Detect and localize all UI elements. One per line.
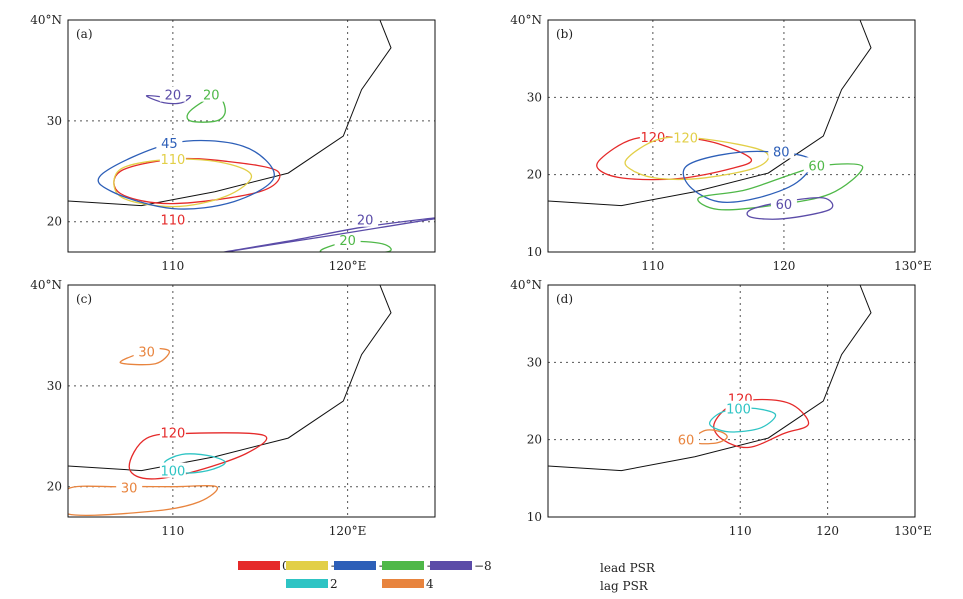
contour-label: 110 <box>160 153 185 168</box>
contour-label: 120 <box>160 426 185 441</box>
contour-label: 100 <box>160 465 185 480</box>
map-panel-2: 110 120 130°E 10 20 30 40°N 120 120 80 60 60 (b) <box>510 13 932 273</box>
contour-label: 60 <box>678 434 695 449</box>
contour-label-bg <box>672 129 699 145</box>
legend-swatch-lag0 <box>238 561 280 570</box>
contour-label: 20 <box>357 214 374 229</box>
contour-label: 20 <box>165 89 182 104</box>
contour-label-bg <box>159 86 186 102</box>
coastline <box>68 20 392 207</box>
x-tick-label: 130°E <box>894 524 932 538</box>
contour-label: 20 <box>339 234 356 249</box>
contour-label-bg <box>334 231 361 247</box>
contour-label: 80 <box>773 145 790 160</box>
contour-label: 20 <box>203 89 220 104</box>
map-panel-3: 110 120°E 20 30 40°N 120 100 30 30 (c) <box>30 278 436 538</box>
x-tick-label: 120°E <box>329 259 367 273</box>
contour-lag0-1 <box>128 432 268 480</box>
legend-label: 0 <box>282 559 290 573</box>
contour-label: 60 <box>808 159 825 174</box>
y-tick-label: 20 <box>527 433 542 447</box>
y-tick-label: 20 <box>527 168 542 182</box>
panel-frame <box>67 284 436 518</box>
contour-label-bg <box>159 211 186 227</box>
y-tick-label: 40°N <box>510 278 542 292</box>
contour-lag2-2 <box>709 407 777 433</box>
legend-label: 2 <box>330 577 338 591</box>
y-tick-label: 40°N <box>510 13 542 27</box>
contour-label: 120 <box>673 132 698 147</box>
y-tick-label: 30 <box>527 90 542 104</box>
legend-swatch-lag-6 <box>382 561 424 570</box>
contour-label-bg <box>803 157 830 173</box>
contour-label: 45 <box>161 137 178 152</box>
contour-label: 120 <box>640 131 665 146</box>
x-tick-label: 120°E <box>329 524 367 538</box>
contour-lag-2-2 <box>624 136 770 180</box>
y-tick-label: 20 <box>47 480 62 494</box>
y-tick-label: 30 <box>47 114 62 128</box>
contour-label-bg <box>156 135 183 151</box>
y-tick-label: 40°N <box>30 278 62 292</box>
legend-swatch-lag-2 <box>286 561 328 570</box>
contour-label-bg <box>768 143 795 159</box>
contour-label: 30 <box>138 346 155 361</box>
y-tick-label: 20 <box>47 215 62 229</box>
contour-lag-6-4 <box>697 163 864 211</box>
contour-lag-8-7 <box>220 217 435 252</box>
legend-title-lag: lag PSR <box>600 579 649 593</box>
contour-label: 100 <box>726 403 751 418</box>
legend-swatch-lag4 <box>382 579 424 588</box>
contour-label-bg <box>725 400 752 416</box>
contour-label-bg <box>159 151 186 167</box>
panel-label: (a) <box>76 27 93 41</box>
contour-lag-4-3 <box>682 150 813 204</box>
coastline <box>68 285 392 472</box>
panel-frame <box>67 19 436 253</box>
legend-swatch-lag-4 <box>334 561 376 570</box>
y-tick-label: 10 <box>527 245 542 259</box>
panel-label: (b) <box>556 27 573 41</box>
x-tick-label: 120 <box>772 259 795 273</box>
x-tick-label: 110 <box>729 524 752 538</box>
contour-label-bg <box>673 431 700 447</box>
contour-label-bg <box>159 424 186 440</box>
y-tick-label: 10 <box>527 510 542 524</box>
coastline <box>548 285 872 472</box>
legend: lead PSR lag PSR 0−2−4−6−824 <box>238 559 656 593</box>
y-tick-label: 30 <box>527 355 542 369</box>
contour-label: 60 <box>776 198 793 213</box>
legend-swatch-lag-8 <box>430 561 472 570</box>
contour-lag4-3 <box>691 429 728 445</box>
contour-label: 110 <box>160 214 185 229</box>
contour-label-bg <box>133 343 160 359</box>
panel-frame <box>547 19 916 253</box>
x-tick-label: 110 <box>641 259 664 273</box>
contour-label-bg <box>116 479 143 495</box>
legend-title-lead: lead PSR <box>600 561 656 575</box>
y-tick-label: 30 <box>47 379 62 393</box>
legend-label: 4 <box>426 577 434 591</box>
panel-label: (c) <box>76 292 92 306</box>
contour-label-bg <box>770 196 797 212</box>
legend-label: −8 <box>474 559 492 573</box>
x-tick-label: 120 <box>816 524 839 538</box>
x-tick-label: 110 <box>161 524 184 538</box>
contour-label-bg <box>198 86 225 102</box>
legend-swatch-lag2 <box>286 579 328 588</box>
contour-label: 30 <box>121 482 138 497</box>
y-tick-label: 40°N <box>30 13 62 27</box>
contour-label-bg <box>639 128 666 144</box>
contour-label-bg <box>352 211 379 227</box>
x-tick-label: 130°E <box>894 259 932 273</box>
panel-label: (d) <box>556 292 573 306</box>
panel-frame <box>547 284 916 518</box>
contour-label-bg <box>159 462 186 478</box>
x-tick-label: 110 <box>161 259 184 273</box>
